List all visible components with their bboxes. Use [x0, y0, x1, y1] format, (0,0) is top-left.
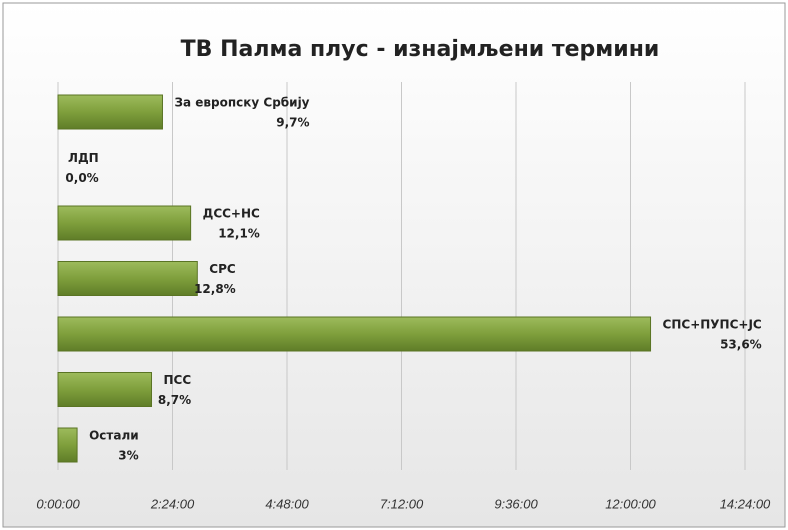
x-tick-label: 0:00:00: [36, 496, 80, 511]
bar: [57, 94, 163, 130]
category-label: ПСС: [164, 373, 192, 387]
category-label: Остали: [89, 429, 139, 443]
share-label: 8,7%: [158, 393, 191, 407]
x-tick-label: 12:00:00: [605, 496, 656, 511]
chart-title: ТВ Палма плус - изнајмљени термини: [181, 37, 660, 62]
x-tick-label: 2:24:00: [150, 496, 195, 511]
bar: [57, 316, 652, 352]
bar: [57, 372, 153, 407]
category-label: СРС: [209, 262, 236, 276]
x-tick-label: 4:48:00: [265, 496, 309, 511]
share-label: 0,0%: [65, 171, 98, 185]
x-tick-label: 14:24:00: [720, 496, 771, 511]
share-label: 53,6%: [720, 338, 762, 352]
x-tick-label: 7:12:00: [380, 496, 424, 511]
x-tick-label: 9:36:00: [494, 496, 538, 511]
bar: [57, 261, 198, 296]
share-label: 12,8%: [194, 282, 236, 296]
share-label: 12,1%: [218, 227, 260, 241]
category-label: ЛДП: [68, 151, 99, 165]
bar: [57, 205, 192, 241]
share-label: 3%: [118, 449, 138, 463]
category-label: СПС+ПУПС+ЈС: [663, 318, 762, 332]
bar: [57, 427, 78, 463]
category-label: ДСС+НС: [203, 207, 260, 221]
category-label: За европску Србију: [174, 96, 309, 110]
share-label: 9,7%: [276, 116, 309, 130]
